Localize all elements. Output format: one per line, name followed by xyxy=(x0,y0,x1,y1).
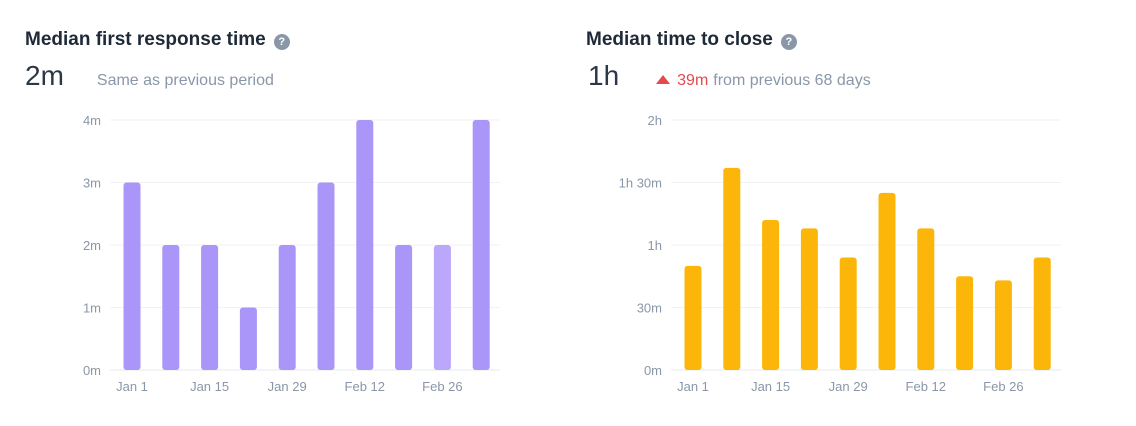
y-tick-label: 0m xyxy=(83,363,101,378)
delta-text: from previous 68 days xyxy=(713,72,871,89)
first-response-title-row: Median first response time ? xyxy=(25,29,290,51)
first-response-panel: Median first response time ? 2m Same as … xyxy=(0,0,540,426)
help-icon[interactable]: ? xyxy=(780,33,797,50)
bar[interactable] xyxy=(839,257,857,371)
bar[interactable] xyxy=(395,245,413,370)
bar[interactable] xyxy=(762,220,780,370)
help-icon[interactable]: ? xyxy=(273,33,290,50)
first-response-value: 2m xyxy=(25,60,64,91)
bar[interactable] xyxy=(162,245,180,370)
increase-arrow-icon xyxy=(656,75,671,84)
y-tick-label: 2h xyxy=(648,113,662,128)
y-tick-label: 1h 30m xyxy=(619,176,662,191)
x-tick-label: Feb 12 xyxy=(906,379,946,394)
y-tick-label: 0m xyxy=(644,363,662,378)
first-response-title: Median first response time xyxy=(25,29,266,50)
time-to-close-value: 1h xyxy=(588,60,620,91)
y-tick-label: 1m xyxy=(83,301,101,316)
first-response-comparison: Same as previous period xyxy=(96,72,274,89)
x-tick-label: Feb 26 xyxy=(422,379,462,394)
time-to-close-delta: 39m from previous 68 days xyxy=(656,72,871,90)
delta-value: 39m xyxy=(677,72,709,89)
x-tick-label: Feb 12 xyxy=(345,379,385,394)
bar[interactable] xyxy=(317,182,335,371)
time-to-close-title-row: Median time to close ? xyxy=(586,29,797,51)
x-tick-label: Jan 15 xyxy=(751,379,790,394)
bar[interactable] xyxy=(956,276,974,370)
bar[interactable] xyxy=(201,245,219,370)
time-to-close-metric-row: 1h 39m from previous 68 days xyxy=(588,60,871,92)
x-tick-label: Jan 1 xyxy=(116,379,148,394)
bar[interactable] xyxy=(278,245,296,370)
time-to-close-panel: Median time to close ? 1h 39m from previo… xyxy=(561,0,1101,426)
x-tick-label: Jan 29 xyxy=(268,379,307,394)
bar[interactable] xyxy=(1033,257,1051,371)
bar[interactable] xyxy=(433,245,451,370)
bar[interactable] xyxy=(878,192,896,370)
bar[interactable] xyxy=(123,182,141,371)
bar[interactable] xyxy=(723,167,741,370)
y-tick-label: 4m xyxy=(83,113,101,128)
y-tick-label: 2m xyxy=(83,238,101,253)
y-tick-label: 30m xyxy=(637,301,662,316)
x-tick-label: Jan 1 xyxy=(677,379,709,394)
bar[interactable] xyxy=(917,228,935,370)
x-tick-label: Jan 29 xyxy=(829,379,868,394)
x-tick-label: Jan 15 xyxy=(190,379,229,394)
x-tick-label: Feb 26 xyxy=(983,379,1023,394)
y-tick-label: 3m xyxy=(83,176,101,191)
first-response-metric-row: 2m Same as previous period xyxy=(25,60,274,92)
bar[interactable] xyxy=(472,120,490,370)
y-tick-label: 1h xyxy=(648,238,662,253)
first-response-chart: 0m 1m 2m 3m 4m Jan 1 Jan 15 Jan 29 Feb 12 Feb 26 xyxy=(83,113,500,394)
bar[interactable] xyxy=(994,280,1012,370)
time-to-close-title: Median time to close xyxy=(586,29,773,50)
time-to-close-chart: 0m 30m 1h 1h 30m 2h Jan 1 Jan 15 Jan 29 Feb 12 Fe… xyxy=(619,113,1061,394)
bar[interactable] xyxy=(684,265,702,370)
bar[interactable] xyxy=(239,307,257,371)
bar[interactable] xyxy=(356,120,374,370)
bar[interactable] xyxy=(800,228,818,370)
